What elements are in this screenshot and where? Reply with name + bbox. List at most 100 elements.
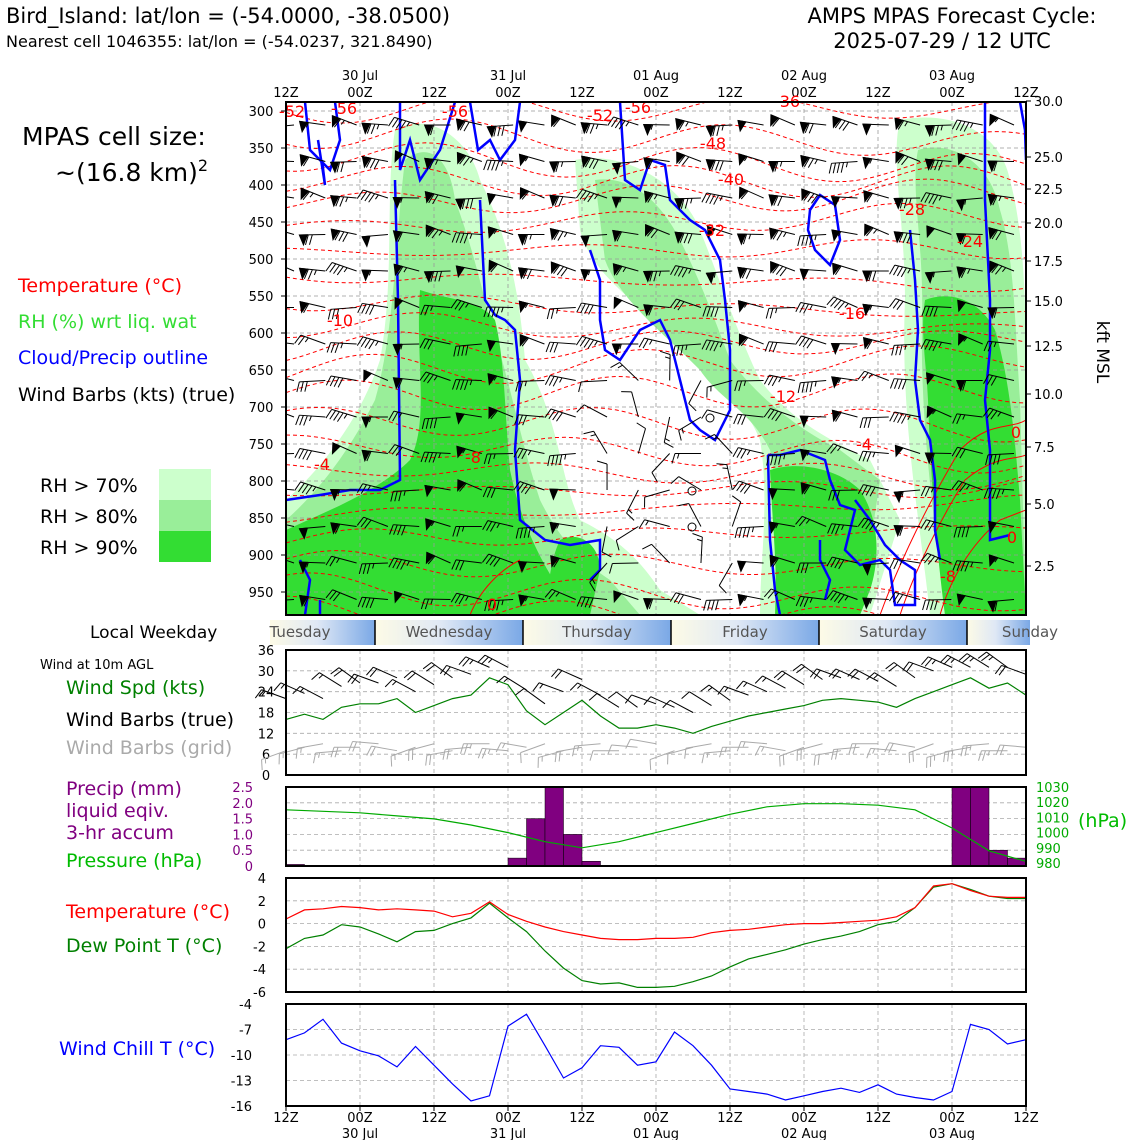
wind-barb bbox=[920, 552, 952, 565]
wind-barb bbox=[924, 270, 952, 284]
wind-barb bbox=[545, 341, 576, 353]
wind-barb bbox=[983, 374, 1015, 386]
wind-barb bbox=[515, 380, 545, 392]
wind-barb bbox=[987, 307, 1015, 320]
wind-barb bbox=[678, 503, 702, 527]
wind-barb-10m bbox=[809, 668, 842, 679]
wind-barb bbox=[705, 270, 733, 285]
wind-barb bbox=[576, 596, 608, 608]
wind-barb bbox=[951, 446, 983, 459]
wind-barb bbox=[736, 560, 764, 573]
precip-bar bbox=[970, 786, 990, 867]
wind-barb-grid bbox=[537, 750, 564, 768]
wind-barb-grid bbox=[477, 747, 509, 759]
bottom-time-axis: 12Z 00Z 12Z 00Z 12Z 00Z 12Z 00Z 12Z 00Z 12Z 30 Jul 3… bbox=[273, 1106, 1039, 1140]
wind-barb bbox=[580, 269, 608, 282]
precip-bar bbox=[988, 849, 1008, 867]
wind-barb-grid bbox=[736, 740, 768, 752]
wind-barb bbox=[706, 225, 733, 239]
bottom-tick-label: 00Z bbox=[791, 1111, 817, 1126]
wind-barb bbox=[642, 543, 671, 564]
wind-barb-grid bbox=[884, 742, 916, 753]
temperature-label: -8 bbox=[940, 567, 956, 586]
wind-barb bbox=[770, 260, 796, 277]
temperature-label: 0 bbox=[1011, 423, 1021, 442]
wind-barb-10m bbox=[754, 675, 786, 689]
wind-barb bbox=[924, 158, 952, 171]
wind-barb bbox=[891, 343, 921, 356]
wind-barb bbox=[518, 594, 545, 607]
wind-barb-grid bbox=[754, 745, 786, 756]
kft-tick-label: 7.5 bbox=[1034, 441, 1055, 456]
bottom-date-label: 31 Jul bbox=[490, 1127, 526, 1140]
y-tick-label: 12 bbox=[258, 727, 275, 742]
station-title: Bird_Island: lat/lon = (-54.0000, -38.05… bbox=[6, 4, 450, 29]
cell-size-value: ~(16.8 km)2 bbox=[55, 156, 208, 187]
y-tick-label: 2 bbox=[258, 895, 266, 910]
wind-barb bbox=[488, 406, 514, 420]
bottom-date-label: 02 Aug bbox=[781, 1127, 827, 1140]
wind-barb bbox=[701, 192, 733, 205]
temperature-label: -16 bbox=[839, 304, 865, 323]
wind-barb-grid bbox=[960, 743, 990, 757]
precip-label-3: 3-hr accum bbox=[66, 822, 174, 844]
pressure-tick-label: 400 bbox=[249, 179, 274, 194]
top-tick-label: 00Z bbox=[791, 86, 817, 101]
calm-marker bbox=[705, 413, 715, 423]
wind-barb bbox=[989, 113, 1015, 127]
wind-barb bbox=[423, 124, 451, 137]
cell-size-label: MPAS cell size: bbox=[22, 122, 206, 151]
wind-barb bbox=[716, 463, 733, 491]
wind-barb bbox=[732, 447, 764, 459]
wind-barb bbox=[957, 299, 983, 313]
wind-barb-grid bbox=[460, 743, 490, 754]
y-tick-label: -4 bbox=[253, 963, 266, 978]
wind-barb bbox=[580, 155, 608, 170]
y-tick-label: -7 bbox=[239, 1024, 252, 1039]
y-tick-label: 0 bbox=[262, 769, 270, 784]
wind-barb bbox=[797, 234, 827, 247]
wind-barb bbox=[456, 445, 482, 459]
wind-barb bbox=[580, 234, 608, 248]
wind-barb-10m bbox=[828, 668, 860, 680]
wind-barb bbox=[327, 307, 357, 320]
wind-barb bbox=[921, 305, 952, 317]
wind-barb bbox=[768, 521, 795, 534]
y-tick-label: 18 bbox=[258, 707, 275, 722]
pressure-tick-label: 350 bbox=[249, 142, 274, 157]
wind-barb bbox=[330, 228, 357, 243]
wind-barb bbox=[795, 595, 827, 608]
wind-barb bbox=[889, 591, 921, 604]
wind-barb-grid bbox=[684, 743, 712, 759]
wind-barb-grid bbox=[995, 744, 1027, 756]
wind-barb bbox=[621, 391, 639, 418]
weekday-bar: Tuesday Wednesday Thursday Friday Saturday Su… bbox=[268, 620, 1058, 645]
wind-barb bbox=[601, 526, 612, 558]
wind-barb bbox=[549, 227, 576, 241]
wind-barb bbox=[518, 300, 545, 314]
wind-barb bbox=[920, 519, 952, 531]
wind-barb bbox=[737, 593, 764, 607]
wind-barb-10m bbox=[515, 688, 546, 705]
wind-barb bbox=[671, 453, 701, 464]
wind-barb bbox=[453, 343, 482, 357]
wind-barb bbox=[826, 296, 858, 311]
wind-barb bbox=[487, 373, 514, 386]
wind-barb bbox=[517, 267, 545, 280]
wind-barb-10m bbox=[477, 654, 509, 668]
top-tick-label: 12Z bbox=[717, 86, 743, 101]
wind-barb bbox=[388, 444, 420, 457]
cross-section-grid bbox=[286, 102, 1026, 615]
temperature-contour bbox=[286, 525, 1026, 546]
wind-barb bbox=[450, 298, 482, 311]
legend-rh80-label: RH > 80% bbox=[40, 506, 138, 528]
wind-barb bbox=[763, 588, 796, 600]
wind-barb bbox=[862, 337, 889, 350]
precip-tick-label: 0.5 bbox=[232, 844, 253, 859]
wind-barb bbox=[952, 413, 983, 425]
weekday-segment bbox=[523, 620, 671, 645]
precip-label: Precip (mm) bbox=[66, 778, 182, 800]
wind-barb bbox=[763, 374, 795, 387]
wind-barb-10m bbox=[311, 672, 342, 687]
wind-barb bbox=[455, 412, 482, 425]
